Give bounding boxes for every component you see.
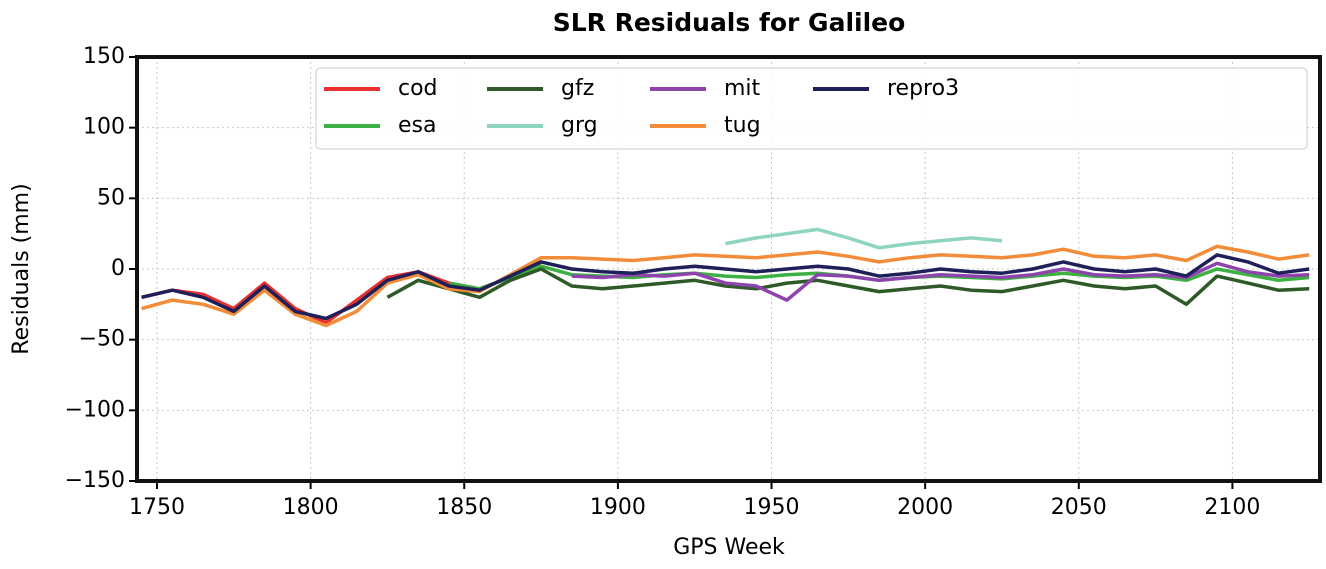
y-axis-label: Residuals (mm) <box>9 183 34 354</box>
x-tick-label: 2050 <box>1051 495 1107 520</box>
y-tick-label: 0 <box>111 256 125 281</box>
y-tick-label: −100 <box>65 397 125 422</box>
chart-title: SLR Residuals for Galileo <box>553 8 906 37</box>
y-tick-label: 50 <box>97 185 125 210</box>
y-tick-label: −50 <box>79 327 125 352</box>
y-tick-label: 150 <box>83 44 125 69</box>
y-tick-label: 100 <box>83 115 125 140</box>
series-line <box>141 253 1310 321</box>
legend-label: mit <box>724 76 761 101</box>
x-tick-label: 1900 <box>590 495 646 520</box>
x-tick-label: 1850 <box>436 495 492 520</box>
legend-label: cod <box>398 76 438 101</box>
plot-frame <box>135 55 1322 483</box>
x-tick-label: 1750 <box>129 495 185 520</box>
series-line <box>725 227 1003 250</box>
legend-label: gfz <box>561 76 594 101</box>
legend-label: tug <box>724 113 761 138</box>
x-tick-label: 2000 <box>897 495 953 520</box>
series-line <box>141 263 542 325</box>
x-tick-label: 2100 <box>1204 495 1260 520</box>
x-axis-label: GPS Week <box>673 535 785 560</box>
y-tick-label: −150 <box>65 468 125 493</box>
legend-label: grg <box>561 113 598 138</box>
legend-box <box>315 67 1308 150</box>
x-tick-label: 1800 <box>283 495 339 520</box>
legend-label: esa <box>398 113 436 138</box>
series-line <box>386 267 1310 307</box>
legend-label: repro3 <box>887 76 959 101</box>
series-line <box>141 244 1310 328</box>
x-tick-label: 1950 <box>744 495 800 520</box>
